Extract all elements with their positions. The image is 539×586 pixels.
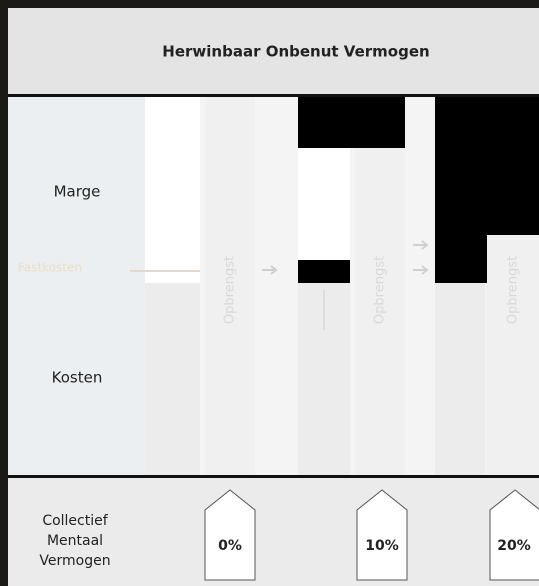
margin-block: [487, 97, 539, 235]
tag-label: 20%: [497, 538, 531, 554]
header-band: [8, 8, 539, 95]
arrow: [262, 265, 278, 275]
cost-block: [145, 283, 200, 475]
arrow: [413, 265, 429, 275]
arrow: [413, 240, 429, 250]
title: Herwinbaar Onbenut Vermogen: [162, 43, 429, 61]
tag-label: 0%: [218, 538, 242, 554]
footer-label: Collectief: [42, 513, 108, 529]
column: [355, 97, 405, 475]
margin-block: [298, 97, 405, 148]
tag: [204, 489, 256, 581]
tag-label: 10%: [365, 538, 399, 554]
row-label: Marge: [54, 183, 101, 201]
label-column: [8, 97, 145, 475]
column: [205, 97, 255, 475]
footer-band: [8, 478, 539, 586]
row-label: Fastkosten: [18, 261, 82, 275]
column-label: Opbrengst: [223, 256, 238, 324]
header-rule: [8, 94, 539, 97]
footer-label: Vermogen: [39, 553, 110, 569]
cost-saving-block: [298, 260, 350, 283]
column-label: Opbrengst: [373, 256, 388, 324]
margin-block: [435, 97, 487, 283]
footer-label: Mentaal: [47, 533, 103, 549]
tag: [356, 489, 408, 581]
footer-rule: [8, 475, 539, 478]
tag: [489, 489, 539, 581]
column-label: Opbrengst: [506, 256, 521, 324]
row-label: Kosten: [52, 369, 103, 387]
